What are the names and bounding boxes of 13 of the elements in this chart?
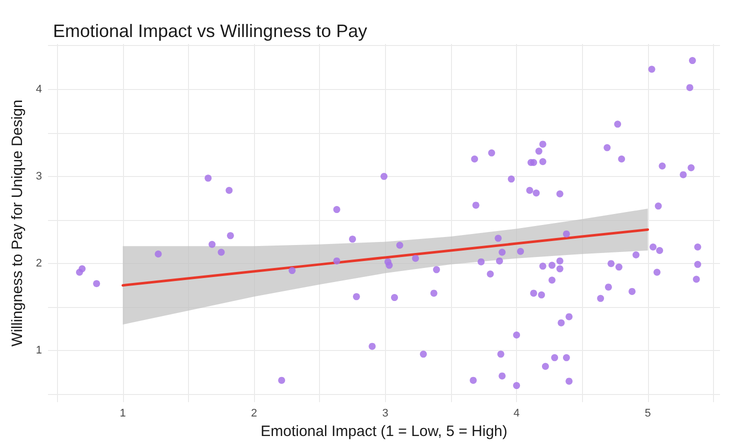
y-tick-label: 2 [36, 258, 42, 270]
y-tick-label: 1 [36, 344, 42, 357]
chart-title: Emotional Impact vs Willingness to Pay [53, 21, 368, 41]
x-tick-label: 1 [120, 408, 126, 420]
x-axis-title: Emotional Impact (1 = Low, 5 = High) [260, 423, 508, 440]
x-tick-label: 5 [644, 408, 651, 420]
y-tick-label: 4 [36, 83, 42, 96]
x-tick-label: 3 [382, 408, 388, 420]
line-series [122, 228, 650, 287]
x-tick-label: 4 [514, 408, 520, 420]
y-axis-title: Willingness to Pay for Unique Design [8, 100, 26, 346]
y-tick-label: 3 [36, 170, 42, 182]
x-tick-label: 2 [251, 408, 258, 420]
